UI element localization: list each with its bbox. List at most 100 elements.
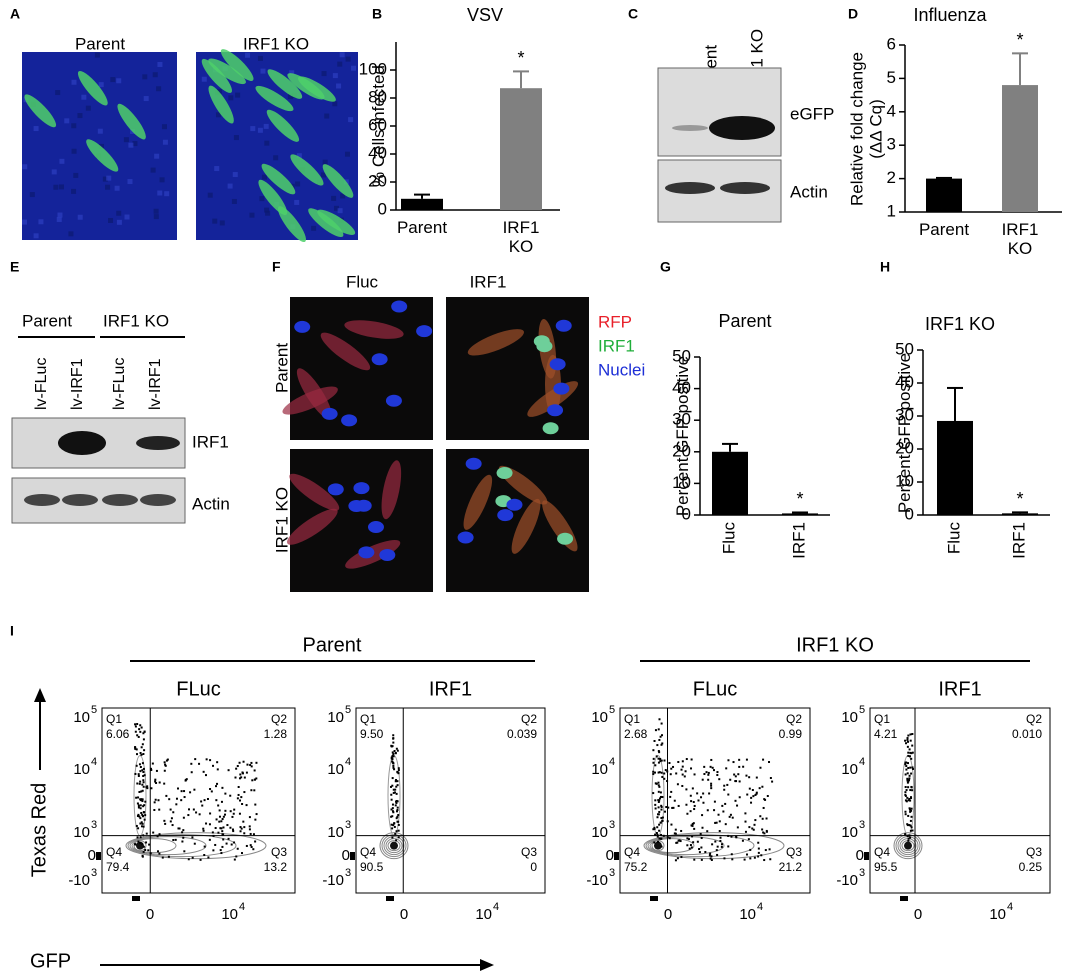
event-dot	[231, 828, 234, 831]
texture	[333, 205, 339, 211]
event-dot	[145, 832, 148, 835]
event-dot	[907, 762, 910, 765]
y-axis-label: % Cells infected	[368, 65, 388, 187]
event-dot	[691, 835, 694, 838]
texture	[259, 196, 265, 202]
event-dot	[661, 742, 664, 745]
event-dot	[232, 812, 235, 815]
texture	[287, 94, 293, 100]
gfp-streak	[322, 164, 354, 198]
event-dot	[215, 818, 218, 821]
texture	[201, 76, 207, 82]
event-dot	[198, 762, 201, 765]
event-dot	[137, 735, 140, 738]
y-tick-label: 4	[887, 101, 896, 120]
event-dot	[659, 791, 662, 794]
gfp-streak	[24, 94, 57, 128]
event-dot	[193, 842, 196, 845]
plot-title: FLuc	[176, 678, 220, 700]
quadrant-value: 0.25	[1019, 860, 1043, 874]
event-dot	[685, 803, 688, 806]
event-dot	[757, 851, 760, 854]
event-dot	[241, 772, 244, 775]
event-dot	[687, 838, 690, 841]
column-label: IRF1	[470, 272, 507, 291]
y-tick-label: -10	[586, 872, 608, 889]
quadrant-value: 21.2	[779, 860, 803, 874]
axis-label: Texas Red	[28, 783, 50, 878]
event-dot	[236, 797, 239, 800]
event-dot	[908, 824, 911, 827]
event-dot	[657, 781, 660, 784]
chart-title: VSV	[467, 5, 503, 25]
event-dot	[910, 826, 913, 829]
event-dot	[141, 813, 144, 816]
event-dot	[394, 752, 397, 755]
event-dot	[769, 776, 772, 779]
event-dot	[142, 738, 145, 741]
event-dot	[198, 813, 201, 816]
event-dot	[911, 829, 914, 832]
event-dot	[689, 810, 692, 813]
event-dot	[135, 796, 138, 799]
event-dot	[904, 794, 907, 797]
event-dot	[731, 858, 734, 861]
event-dot	[764, 849, 767, 852]
event-dot	[167, 855, 170, 858]
event-dot	[708, 792, 711, 795]
event-dot	[255, 761, 258, 764]
event-dot	[716, 853, 719, 856]
event-dot	[736, 826, 739, 829]
event-dot	[216, 761, 219, 764]
event-dot	[194, 758, 197, 761]
nucleus	[327, 483, 344, 496]
event-dot	[731, 816, 734, 819]
texture	[29, 192, 35, 198]
event-dot	[395, 810, 398, 813]
event-dot	[722, 810, 725, 813]
y-tick-label: 20	[895, 438, 914, 457]
texture	[77, 214, 83, 220]
event-dot	[659, 795, 662, 798]
event-dot	[721, 804, 724, 807]
event-dot	[221, 818, 224, 821]
y-tick-label-exponent: 3	[609, 819, 615, 831]
texture	[150, 167, 156, 173]
event-dot	[656, 835, 659, 838]
texture	[71, 188, 77, 194]
event-dot	[201, 804, 204, 807]
lane-label: lv-IRF1	[147, 358, 164, 410]
event-dot	[670, 790, 673, 793]
cell	[381, 460, 402, 520]
event-dot	[908, 774, 911, 777]
event-dot	[250, 846, 253, 849]
lane-label: lv-FLuc	[33, 358, 50, 410]
event-dot	[238, 812, 241, 815]
contour	[651, 755, 665, 837]
event-dot	[217, 831, 220, 834]
texture	[232, 172, 238, 178]
quadrant-value: 4.21	[874, 727, 898, 741]
texture	[81, 94, 87, 100]
axis-label: GFP	[30, 950, 71, 972]
y-tick-label: -10	[322, 872, 344, 889]
event-dot	[219, 849, 222, 852]
event-dot	[134, 730, 137, 733]
event-dot	[657, 771, 660, 774]
event-dot	[137, 813, 140, 816]
event-dot	[218, 815, 221, 818]
texture	[219, 220, 225, 226]
event-dot	[140, 825, 143, 828]
texture	[56, 216, 62, 222]
event-dot	[137, 827, 140, 830]
event-dot	[653, 771, 656, 774]
y-tick-label-exponent: 3	[345, 819, 351, 831]
event-dot	[138, 815, 141, 818]
event-dot	[142, 732, 145, 735]
event-dot	[660, 722, 663, 725]
band-label: Actin	[790, 182, 828, 201]
event-dot	[141, 843, 144, 846]
quadrant-value: 0.039	[507, 727, 537, 741]
texture	[102, 176, 108, 182]
event-dot	[906, 772, 909, 775]
